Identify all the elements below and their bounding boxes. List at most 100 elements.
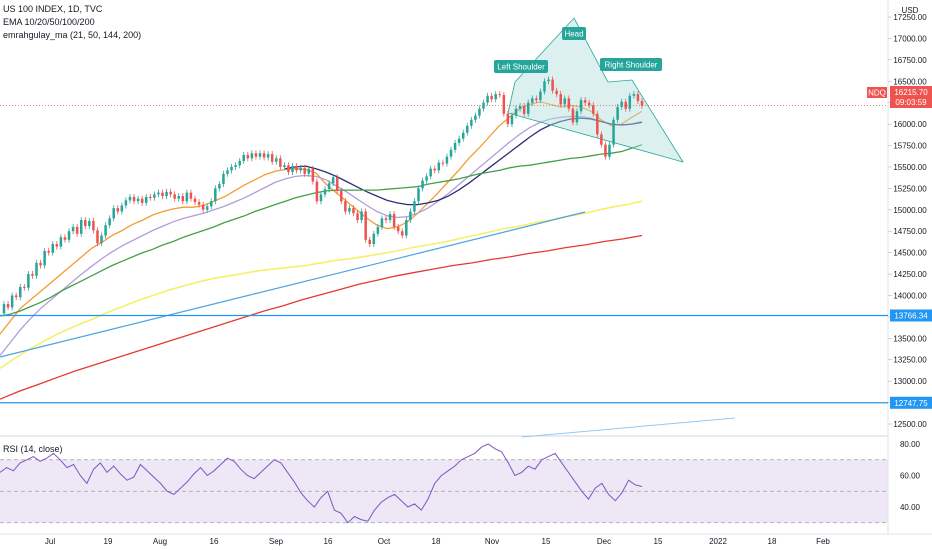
pattern-annotations[interactable]: Left Shoulder Head Right Shoulder xyxy=(494,27,662,73)
moving-averages xyxy=(0,101,643,400)
rsi-axis[interactable]: 80.00 60.00 40.00 xyxy=(900,440,921,512)
candle-up xyxy=(348,208,351,212)
candle-down xyxy=(498,94,502,96)
candle-up xyxy=(327,183,331,190)
time-tick-label: 15 xyxy=(654,537,663,546)
candle-up xyxy=(547,79,550,82)
candle-up xyxy=(234,165,237,167)
candle-up xyxy=(307,168,311,174)
price-tags: NDQ 16215.70 09:03:59 13766.34 12747.75 xyxy=(867,86,932,409)
candle-down xyxy=(189,192,193,199)
candle-up xyxy=(429,168,432,177)
candle-down xyxy=(6,304,10,308)
candle-up xyxy=(124,200,128,206)
candle-up xyxy=(88,220,91,227)
trend-lines xyxy=(0,211,888,438)
candle-up xyxy=(153,194,156,198)
time-tick-label: Jul xyxy=(45,537,55,546)
candle-up xyxy=(409,211,412,221)
candle-up xyxy=(100,235,103,244)
time-tick-label: 16 xyxy=(210,537,219,546)
candle-up xyxy=(632,94,636,96)
candle-down xyxy=(246,154,250,159)
left-shoulder-label-box[interactable] xyxy=(494,60,548,73)
candle-up xyxy=(79,220,83,234)
candle-up xyxy=(283,165,286,167)
time-axis[interactable]: Jul 19 Aug 16 Sep 16 Oct 18 Nov 15 Dec 15 2022 18 Feb xyxy=(45,537,831,546)
candle-up xyxy=(376,226,380,234)
price-tick-label: 13000.00 xyxy=(893,377,927,386)
head-shoulders-pattern[interactable] xyxy=(507,17,684,163)
candle-up xyxy=(510,115,514,125)
candle-down xyxy=(287,165,290,173)
legend-ma[interactable]: emrahgulay_ma (21, 50, 144, 200) xyxy=(3,30,142,40)
time-tick-label: 19 xyxy=(104,537,113,546)
time-tick-label: Oct xyxy=(378,537,391,546)
ma-line xyxy=(0,200,643,369)
candle-up xyxy=(457,138,461,143)
price-tick-label: 16000.00 xyxy=(893,120,927,129)
time-tick-label: 2022 xyxy=(709,537,727,546)
candle-down xyxy=(47,250,50,253)
candle-up xyxy=(104,225,107,236)
candle-up xyxy=(518,106,522,109)
time-tick-label: 16 xyxy=(324,537,333,546)
candle-up xyxy=(405,220,408,236)
candle-up xyxy=(67,231,71,240)
candle-down xyxy=(132,196,136,202)
time-tick-label: Nov xyxy=(485,537,499,546)
candle-down xyxy=(55,244,59,247)
rsi-line xyxy=(0,443,643,524)
price-tick-label: 15250.00 xyxy=(893,184,927,193)
candle-down xyxy=(506,113,510,125)
candle-up xyxy=(437,162,441,171)
price-axis[interactable]: 17250.0017000.0016750.0016500.0016250.00… xyxy=(888,13,927,429)
candle-up xyxy=(453,142,457,150)
ma-line xyxy=(0,234,643,400)
countdown-label: 09:03:59 xyxy=(895,98,927,107)
candle-up xyxy=(608,144,611,157)
candle-up xyxy=(413,201,416,212)
candle-up xyxy=(218,184,221,189)
candle-down xyxy=(193,198,197,203)
right-shoulder-label-box[interactable] xyxy=(600,58,662,71)
candle-down xyxy=(567,98,571,109)
legend-rsi[interactable]: RSI (14, close) xyxy=(3,444,63,454)
candle-up xyxy=(299,167,302,171)
candle-up xyxy=(445,156,449,164)
head-label-box[interactable] xyxy=(562,27,586,40)
candle-up xyxy=(360,211,363,221)
candle-up xyxy=(474,115,477,120)
candle-up xyxy=(205,206,209,210)
candle-up xyxy=(575,111,579,123)
candle-up xyxy=(372,233,376,245)
price-tick-label: 12500.00 xyxy=(893,420,927,429)
candle-down xyxy=(551,79,554,91)
candle-up xyxy=(59,237,63,247)
candle-up xyxy=(620,101,623,107)
candle-up xyxy=(319,194,323,202)
ma-line xyxy=(0,115,643,356)
candle-up xyxy=(421,180,424,189)
candle-down xyxy=(14,295,18,298)
candle-down xyxy=(490,95,493,100)
head-shoulders-triangle[interactable] xyxy=(507,17,684,163)
candle-up xyxy=(470,119,473,126)
time-tick-label: Dec xyxy=(597,537,611,546)
candle-up xyxy=(51,244,55,253)
rsi-tick-label: 60.00 xyxy=(900,472,921,481)
candle-down xyxy=(555,90,558,95)
candle-up xyxy=(526,102,530,114)
level-low-label: 12747.75 xyxy=(894,399,928,408)
legend-symbol[interactable]: US 100 INDEX, 1D, TVC xyxy=(3,4,103,14)
candle-up xyxy=(539,91,542,101)
price-tick-label: 16750.00 xyxy=(893,56,927,65)
candle-down xyxy=(433,168,437,171)
candle-down xyxy=(535,98,538,101)
legend-ema[interactable]: EMA 10/20/50/100/200 xyxy=(3,17,95,27)
left-shoulder-label: Left Shoulder xyxy=(497,63,545,72)
time-tick-label: 18 xyxy=(768,537,777,546)
candle-up xyxy=(461,132,465,139)
trendline-blue xyxy=(0,211,586,358)
